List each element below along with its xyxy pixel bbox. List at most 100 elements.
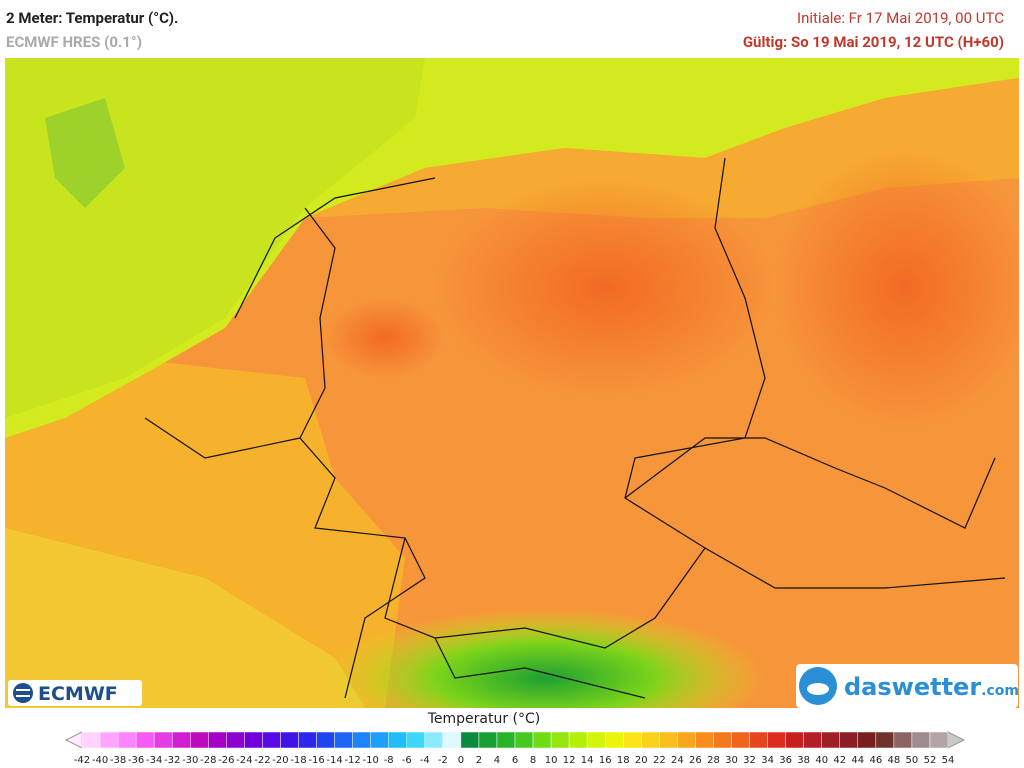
color-swatch [406,731,426,749]
colorbar-tick-label: -42 [74,755,90,766]
colorbar-tick-label: 2 [476,755,482,766]
colorbar-tick-label: 52 [924,755,937,766]
color-swatch [478,731,498,749]
colorbar-tick-label: 42 [833,755,846,766]
color-swatch [641,731,660,749]
colorbar-tick-label: 8 [530,755,536,766]
colorbar-tick-label: -24 [236,755,252,766]
colorbar-label: Temperatur (°C) [427,711,541,727]
colorbar-tick-label: 34 [761,755,774,766]
colorbar-tick-label: 16 [599,755,612,766]
colorbar-tick-label: -4 [420,755,430,766]
colorbar-tick-label: 6 [512,755,518,766]
colorbar-arrow-high [947,731,966,749]
color-swatch [171,731,191,749]
color-swatch [875,731,895,749]
color-swatch [496,731,516,749]
map-title: 2 Meter: Temperatur (°C). [6,9,179,27]
colorbar-tick-label: -26 [218,755,234,766]
colorbar-tick-label: 30 [725,755,738,766]
colorbar-tick-label: -16 [308,755,324,766]
colorbar-tick-label: 46 [869,755,882,766]
colorbar-tick-label: 50 [906,755,919,766]
colorbar-tick-label: 48 [888,755,901,766]
colorbar-tick-label: 28 [707,755,720,766]
color-swatch [659,731,678,749]
colorbar-tick-label: -30 [182,755,198,766]
color-swatch [244,731,263,749]
colorbar-tick-label: 4 [494,755,500,766]
temperature-map [5,58,1019,708]
ecmwf-logo-mark: ECMWF [13,683,118,705]
color-swatch [713,731,732,749]
colorbar-tick-label: -20 [272,755,288,766]
color-swatch [767,731,786,749]
colorbar-tick-label: -36 [128,755,144,766]
colorbar-tick-label: 22 [653,755,666,766]
color-swatch [280,731,299,749]
valid-time: Gültig: So 19 Mai 2019, 12 UTC (H+60) [742,33,1004,51]
color-swatch [316,731,335,749]
color-swatch [208,731,227,749]
colorbar-tick-label: -22 [254,755,270,766]
colorbar-tick-label: -18 [290,755,306,766]
colorbar-tick-label: 44 [851,755,864,766]
color-swatch [514,731,534,749]
color-swatch [695,731,714,749]
colorbar-tick-label: -2 [438,755,448,766]
color-swatch [785,731,804,749]
ecmwf-text: ECMWF [38,683,118,705]
color-swatch [424,731,444,749]
color-swatch [677,731,696,749]
colorbar-tick-label: 12 [563,755,576,766]
colorbar-tick-label: 32 [743,755,756,766]
colorbar-tick-label: -34 [146,755,162,766]
colorbar-tick-label: 38 [797,755,810,766]
colorbar-tick-label: -10 [362,755,378,766]
color-swatch [388,731,408,749]
daswetter-logo-mark: daswetter.com [799,667,1019,705]
color-swatch [190,731,209,749]
color-swatch [135,731,155,749]
daswetter-name: daswetter [844,673,981,701]
colorbar-tick-label: 24 [671,755,684,766]
color-swatch [262,731,281,749]
color-swatch [81,731,101,749]
color-swatch [226,731,245,749]
color-swatch [839,731,859,749]
color-swatch [929,731,949,749]
colorbar-tick-label: -6 [402,755,412,766]
colorbar-tick-label: -32 [164,755,180,766]
colorbar-tick-label: 36 [779,755,792,766]
color-swatch [803,731,822,749]
colorbar-tick-label: -8 [384,755,394,766]
color-swatch [550,731,570,749]
color-swatch [586,731,606,749]
color-swatch [568,731,588,749]
colorbar-tick-label: 20 [635,755,648,766]
color-swatch [731,731,750,749]
colorbar-tick-label: 0 [458,755,464,766]
init-time: Initiale: Fr 17 Mai 2019, 00 UTC [797,9,1004,27]
model-label: ECMWF HRES (0.1°) [6,33,142,51]
colorbar-tick-label: 40 [815,755,828,766]
color-swatch [821,731,840,749]
colorbar-tick-label: -14 [326,755,342,766]
color-swatch [334,731,353,749]
color-swatch [623,731,642,749]
colorbar-tick-label: 54 [942,755,955,766]
color-swatch [893,731,913,749]
color-swatch [460,731,480,749]
ecmwf-logo: ECMWF [8,680,142,706]
colorbar-tick-label: -38 [110,755,126,766]
colorbar-tick-label: -12 [344,755,360,766]
color-swatch [857,731,877,749]
color-swatch [442,731,462,749]
color-swatch [749,731,768,749]
color-swatch [911,731,931,749]
color-swatch [117,731,137,749]
daswetter-logo: daswetter.com [796,664,1019,708]
daswetter-suffix: .com [981,683,1018,699]
color-swatch [370,731,389,749]
